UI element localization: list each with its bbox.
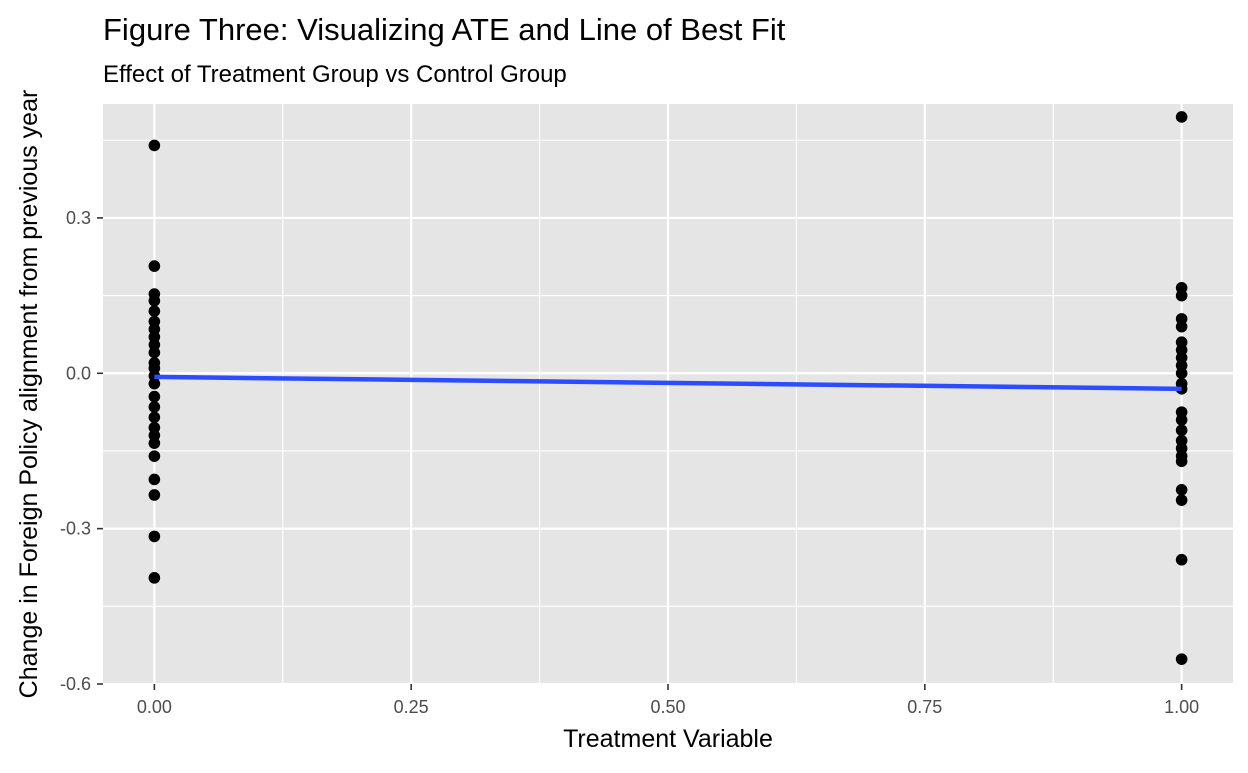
data-point bbox=[148, 401, 161, 413]
data-point bbox=[148, 294, 161, 307]
data-point bbox=[1175, 414, 1188, 426]
x-axis: 0.00 0.25 0.50 0.75 1.00 bbox=[137, 684, 1199, 717]
x-tick-label: 0.50 bbox=[650, 697, 685, 717]
x-tick-label: 0.75 bbox=[907, 697, 942, 717]
chart-subtitle: Effect of Treatment Group vs Control Gro… bbox=[103, 61, 567, 88]
data-point bbox=[148, 473, 161, 486]
data-point bbox=[148, 437, 161, 449]
data-point bbox=[148, 346, 161, 359]
chart-title: Figure Three: Visualizing ATE and Line o… bbox=[103, 12, 786, 47]
fit-line-layer bbox=[154, 374, 1182, 392]
data-point bbox=[1175, 424, 1188, 437]
data-point bbox=[148, 572, 161, 584]
y-tick-label: -0.3 bbox=[60, 519, 91, 539]
x-tick-label: 0.25 bbox=[394, 697, 429, 717]
data-point bbox=[1175, 553, 1188, 566]
data-point bbox=[148, 489, 161, 501]
data-point bbox=[1175, 111, 1188, 123]
data-point bbox=[1175, 494, 1188, 506]
data-point bbox=[1175, 320, 1188, 333]
x-tick-label: 1.00 bbox=[1164, 697, 1199, 717]
data-point bbox=[148, 260, 161, 272]
y-tick-label: 0.3 bbox=[66, 208, 91, 228]
data-point bbox=[148, 305, 161, 317]
data-point bbox=[1175, 289, 1188, 302]
data-point bbox=[148, 139, 161, 152]
data-point bbox=[148, 390, 161, 403]
data-point bbox=[148, 411, 161, 424]
y-axis: -0.6 -0.3 0.0 0.3 bbox=[60, 208, 103, 694]
data-point bbox=[1175, 484, 1188, 496]
y-tick-label: -0.6 bbox=[60, 674, 91, 694]
data-point bbox=[1175, 455, 1188, 468]
point-layer bbox=[148, 111, 1188, 665]
data-point bbox=[1175, 367, 1188, 380]
y-axis-title: Change in Foreign Policy alignment from … bbox=[15, 90, 43, 699]
data-point bbox=[1175, 653, 1188, 665]
data-point bbox=[148, 530, 161, 543]
x-axis-title: Treatment Variable bbox=[563, 725, 773, 753]
y-tick-label: 0.0 bbox=[66, 363, 91, 383]
x-tick-label: 0.00 bbox=[137, 697, 172, 717]
data-point bbox=[148, 377, 161, 390]
best-fit-line bbox=[154, 374, 1182, 392]
data-point bbox=[148, 450, 161, 462]
